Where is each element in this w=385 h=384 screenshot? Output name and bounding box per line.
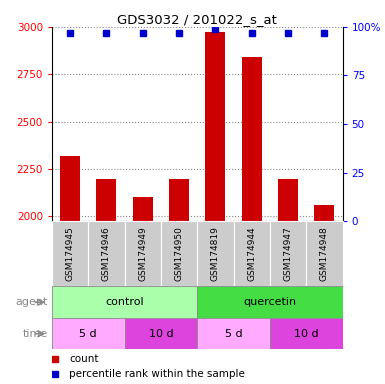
Bar xyxy=(169,179,189,221)
Text: 10 d: 10 d xyxy=(149,329,173,339)
Bar xyxy=(206,31,226,221)
Bar xyxy=(88,221,125,286)
Bar xyxy=(125,318,197,349)
Bar xyxy=(52,318,125,349)
Text: 5 d: 5 d xyxy=(79,329,97,339)
Text: GSM174819: GSM174819 xyxy=(211,227,220,281)
Text: time: time xyxy=(23,329,48,339)
Bar xyxy=(125,221,161,286)
Bar xyxy=(278,179,298,221)
Text: GSM174949: GSM174949 xyxy=(138,227,147,281)
Text: GSM174948: GSM174948 xyxy=(320,227,329,281)
Text: control: control xyxy=(105,297,144,307)
Bar xyxy=(315,205,335,221)
Text: percentile rank within the sample: percentile rank within the sample xyxy=(69,369,245,379)
Bar xyxy=(161,221,197,286)
Text: GSM174946: GSM174946 xyxy=(102,227,111,281)
Text: 5 d: 5 d xyxy=(225,329,243,339)
Bar xyxy=(197,318,270,349)
Text: GSM174950: GSM174950 xyxy=(175,227,184,281)
Bar xyxy=(197,221,234,286)
Bar xyxy=(97,179,117,221)
Bar xyxy=(52,221,88,286)
Text: GSM174947: GSM174947 xyxy=(284,227,293,281)
Title: GDS3032 / 201022_s_at: GDS3032 / 201022_s_at xyxy=(117,13,277,26)
Bar xyxy=(133,197,153,221)
Bar xyxy=(60,156,80,221)
Text: GSM174944: GSM174944 xyxy=(247,227,256,281)
Text: count: count xyxy=(69,354,99,364)
Text: GSM174945: GSM174945 xyxy=(65,227,75,281)
Text: quercetin: quercetin xyxy=(243,297,296,307)
Bar xyxy=(234,221,270,286)
Bar xyxy=(197,286,343,318)
Text: agent: agent xyxy=(16,297,48,307)
Text: 10 d: 10 d xyxy=(294,329,319,339)
Bar xyxy=(242,57,262,221)
Bar xyxy=(52,286,197,318)
Bar xyxy=(306,221,343,286)
Bar xyxy=(270,221,306,286)
Bar xyxy=(270,318,343,349)
